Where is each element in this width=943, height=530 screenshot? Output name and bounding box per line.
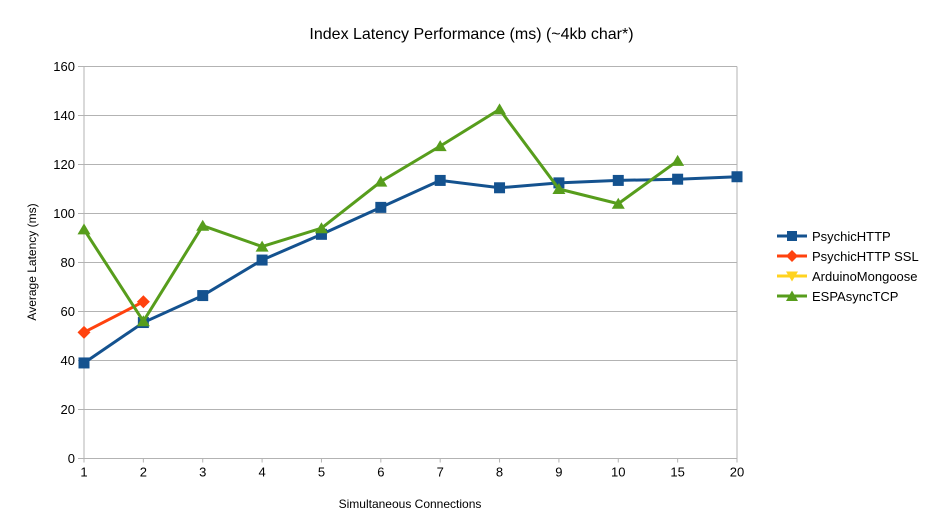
data-point-psychichttp [672,173,684,185]
data-point-psychichttp [256,254,268,266]
legend-label: PsychicHTTP SSL [812,248,919,264]
x-tick-label: 20 [730,465,744,480]
data-point-espasynctcp [552,183,566,194]
x-tick-label: 8 [496,465,503,480]
series-line-psychichttp [83,175,738,365]
data-point-espasynctcp [493,103,507,115]
data-point-espasynctcp [255,240,269,252]
chart-title: Index Latency Performance (ms) (~4kb cha… [309,26,634,43]
legend-label: PsychicHTTP [812,228,891,244]
data-point-espasynctcp [611,197,625,209]
x-tick-label: 1 [80,465,87,480]
data-point-psychichttp [494,182,506,194]
y-tick-label: 120 [53,157,75,172]
data-point-espasynctcp [671,154,685,166]
series-line-espasynctcp [82,107,679,325]
y-tick-label: 40 [61,353,75,368]
x-tick-label: 6 [377,465,384,480]
data-point-psychichttp [731,171,743,183]
legend-label: ESPAsyncTCP [812,288,899,304]
x-tick-label: 3 [199,465,206,480]
legend-item-arduinomongoose: ArduinoMongoose [777,266,919,286]
data-point-psychichttp-ssl [136,295,150,309]
x-tick-label: 7 [437,465,444,480]
data-point-espasynctcp [314,222,328,234]
data-point-espasynctcp [77,223,91,235]
y-tick-label: 100 [53,206,75,221]
data-point-psychichttp [553,177,565,189]
legend-item-psychichttp: PsychicHTTP [777,226,919,246]
x-tick-label: 4 [258,465,265,480]
data-point-espasynctcp [196,219,210,231]
data-point-espasynctcp [136,315,150,327]
y-tick-label: 140 [53,108,75,123]
data-point-psychichttp [434,174,446,186]
data-point-psychichttp [612,174,624,186]
legend-item-espasynctcp: ESPAsyncTCP [777,286,919,306]
x-tick-label: 15 [670,465,684,480]
data-point-espasynctcp [374,175,388,187]
chart-legend: PsychicHTTP PsychicHTTP SSL ArduinoMongoos… [777,226,919,306]
data-point-psychichttp [78,357,90,369]
y-tick-label: 20 [61,402,75,417]
y-tick-label: 160 [53,59,75,74]
legend-swatch-triangle-down-icon [777,271,807,282]
y-axis-title: Average Latency (ms) [25,203,39,321]
legend-swatch-triangle-up-icon [777,290,807,301]
x-axis-title: Simultaneous Connections [338,497,482,511]
data-point-psychichttp [197,290,209,302]
x-tick-label: 10 [611,465,625,480]
data-point-psychichttp [315,228,327,240]
y-tick-label: 0 [68,451,75,466]
legend-item-psychichttp-ssl: PsychicHTTP SSL [777,246,919,266]
legend-label: ArduinoMongoose [812,268,918,284]
legend-swatch-diamond-icon [777,250,807,262]
data-point-espasynctcp [433,140,447,152]
legend-swatch-square-icon [777,231,807,241]
x-tick-label: 9 [555,465,562,480]
data-point-psychichttp-ssl [77,325,91,339]
data-point-psychichttp [375,201,387,213]
x-tick-label: 2 [140,465,147,480]
x-tick-label: 5 [318,465,325,480]
y-tick-label: 80 [61,255,75,270]
y-tick-label: 60 [61,304,75,319]
